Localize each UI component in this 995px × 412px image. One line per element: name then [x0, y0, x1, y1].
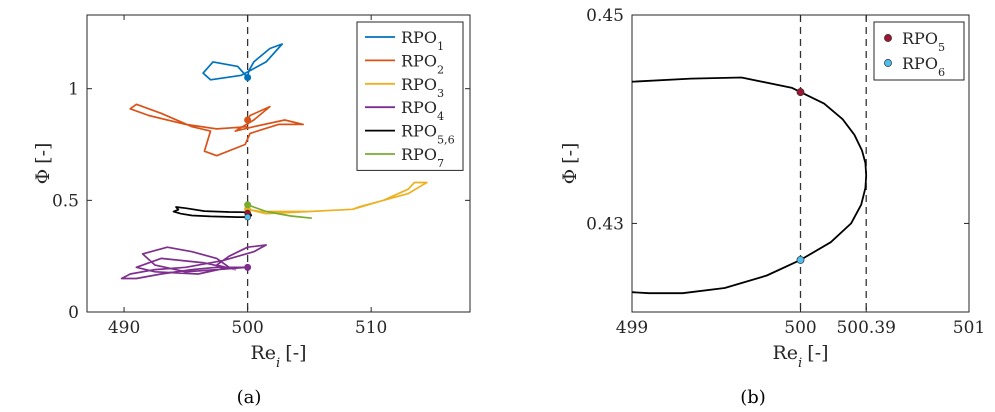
a-series-rpo2-line [129, 103, 305, 157]
a-series-rpo4-line [120, 244, 267, 280]
a-series-rpo4-marker [244, 263, 252, 271]
a-series-rpo1-marker [244, 74, 252, 82]
caption-b: (b) [740, 387, 766, 408]
a-ytick-label: 1 [68, 80, 79, 100]
a-legend-box [356, 21, 464, 171]
b-legend-box [873, 21, 965, 81]
b-legend-swatch-rpo6 [884, 59, 892, 67]
caption-a: (a) [237, 387, 262, 408]
a-legend-label-rpo1: RPO1 [401, 28, 444, 53]
a-point-marker-1 [244, 213, 251, 221]
a-series-rpo56-line [172, 206, 253, 218]
b-legend-label-rpo5: RPO5 [902, 29, 945, 54]
a-legend-label-rpo2: RPO2 [401, 51, 444, 76]
b-ytick-label: 0.43 [586, 214, 624, 234]
panel-a-chart: 490 500 510 0 0.5 1 Rei [-] Φ[-] RPO1RPO2RPO3RPO4… [32, 14, 471, 371]
a-ytick-label: 0.5 [52, 191, 79, 211]
b-xtick-label: 500 [784, 318, 816, 338]
a-series-rpo7-line [247, 204, 312, 220]
panel-b-chart: 499 500 500.39 501 0.43 0.45 Rei [-] Φ[-] RPO5RPO… [559, 6, 985, 371]
a-xtick-label: 510 [355, 318, 387, 338]
b-x-axis-label: Rei [-] [772, 342, 828, 371]
a-series-rpo3-line [247, 181, 428, 215]
a-legend-label-rpo3: RPO3 [401, 75, 444, 100]
b-legend-swatch-rpo5 [884, 34, 892, 42]
a-ytick-label: 0 [68, 303, 79, 323]
a-series-rpo1-line [202, 43, 284, 81]
a-legend-label-rpo4: RPO4 [401, 98, 444, 123]
b-xtick-label: 501 [953, 318, 985, 338]
b-y-axis-label: Φ[-] [559, 143, 581, 185]
b-ytick-label: 0.45 [586, 6, 624, 26]
a-series-rpo2-marker [244, 116, 252, 124]
b-point-rpo6 [796, 255, 805, 264]
b-legend-label-rpo6: RPO6 [902, 54, 945, 79]
b-curve-line [631, 76, 868, 295]
a-legend-label-rpo56: RPO5,6 [401, 122, 455, 147]
a-x-axis-label: Rei [-] [250, 342, 306, 371]
b-xtick-label: 500.39 [836, 318, 895, 338]
b-xtick-label: 499 [616, 318, 648, 338]
a-legend-label-rpo7: RPO7 [401, 145, 444, 170]
a-xtick-label: 500 [231, 318, 263, 338]
a-y-axis-label: Φ[-] [32, 143, 54, 185]
a-axes-box [86, 14, 471, 313]
b-point-rpo5 [796, 88, 805, 97]
a-xtick-label: 490 [108, 318, 140, 338]
a-series-rpo7-marker [244, 201, 252, 209]
